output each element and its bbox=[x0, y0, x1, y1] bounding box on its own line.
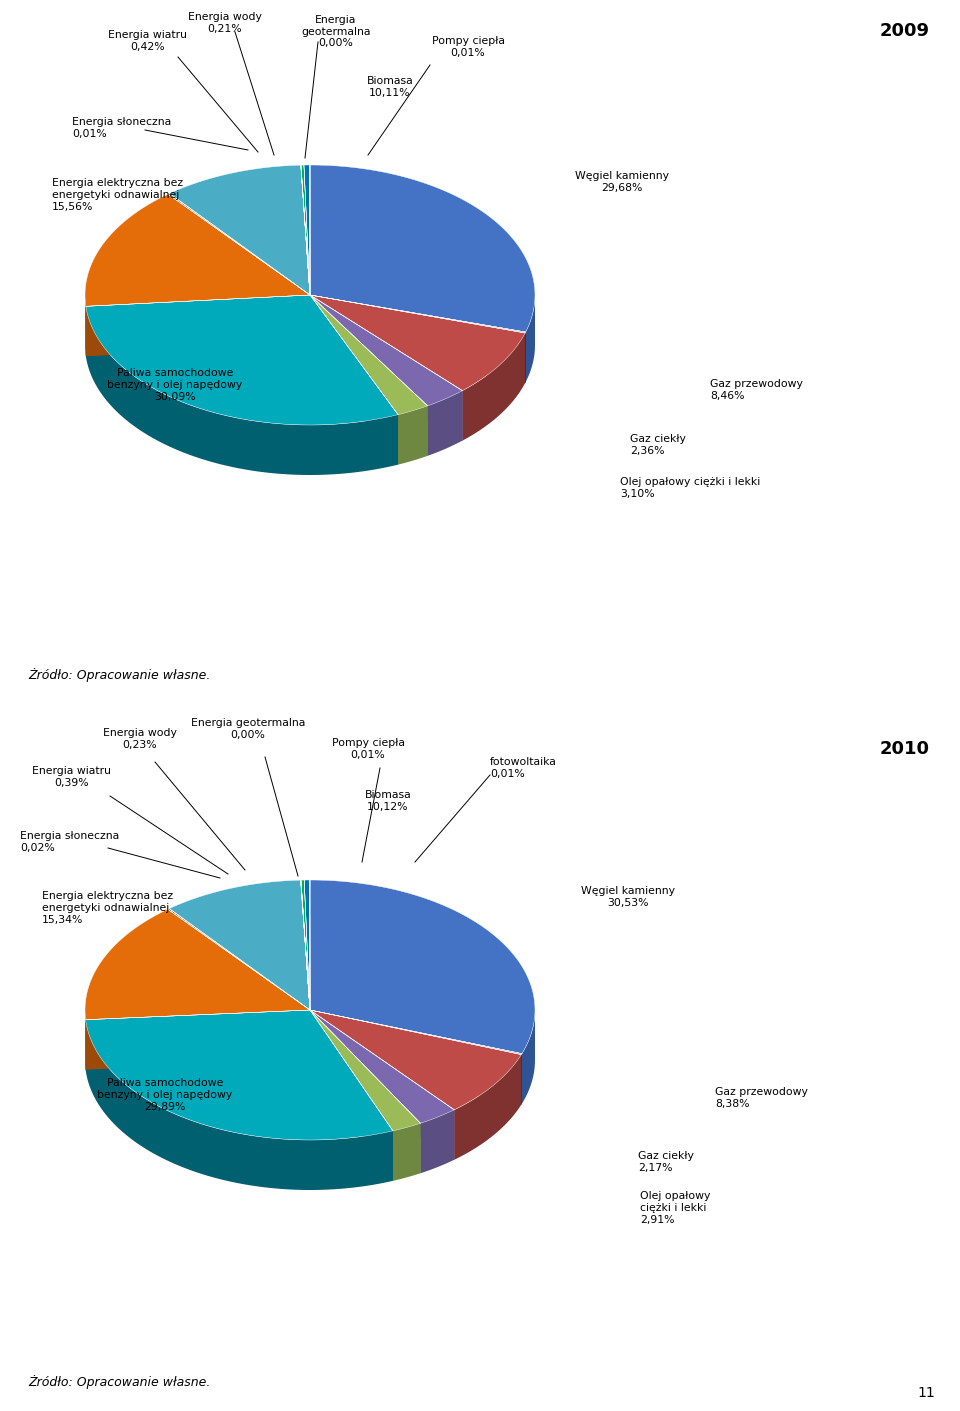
Text: Energia
geotermalna
0,00%: Energia geotermalna 0,00% bbox=[301, 16, 371, 48]
Text: fotowoltaika
0,01%: fotowoltaika 0,01% bbox=[490, 758, 557, 779]
Polygon shape bbox=[310, 1010, 521, 1105]
Text: Energia słoneczna
0,01%: Energia słoneczna 0,01% bbox=[72, 117, 171, 138]
Text: Energia wiatru
0,42%: Energia wiatru 0,42% bbox=[108, 31, 187, 52]
Text: Biomasa
10,12%: Biomasa 10,12% bbox=[365, 790, 412, 811]
Polygon shape bbox=[85, 295, 398, 425]
Polygon shape bbox=[310, 295, 526, 382]
Text: Energia wody
0,23%: Energia wody 0,23% bbox=[103, 728, 177, 751]
Polygon shape bbox=[310, 295, 427, 456]
Polygon shape bbox=[310, 295, 427, 456]
Polygon shape bbox=[85, 1010, 310, 1070]
Polygon shape bbox=[398, 406, 427, 464]
Polygon shape bbox=[310, 880, 535, 1054]
Polygon shape bbox=[310, 295, 463, 406]
Text: Pompy ciepła
0,01%: Pompy ciepła 0,01% bbox=[431, 37, 505, 58]
Polygon shape bbox=[310, 1010, 454, 1160]
Polygon shape bbox=[310, 295, 526, 382]
Polygon shape bbox=[85, 195, 310, 306]
Text: 11: 11 bbox=[917, 1386, 935, 1400]
Polygon shape bbox=[310, 165, 535, 332]
Text: Żródło: Opracowanie własne.: Żródło: Opracowanie własne. bbox=[28, 667, 210, 682]
Polygon shape bbox=[85, 1020, 393, 1189]
Polygon shape bbox=[85, 306, 398, 476]
Polygon shape bbox=[310, 1010, 521, 1105]
Polygon shape bbox=[310, 1010, 522, 1103]
Polygon shape bbox=[301, 880, 310, 1010]
Polygon shape bbox=[310, 295, 427, 415]
Text: Biomasa
10,11%: Biomasa 10,11% bbox=[367, 76, 414, 97]
Polygon shape bbox=[168, 909, 310, 1010]
Text: Gaz przewodowy
8,46%: Gaz przewodowy 8,46% bbox=[710, 380, 803, 401]
Polygon shape bbox=[85, 909, 310, 1020]
Polygon shape bbox=[170, 165, 310, 295]
Text: Paliwa samochodowe
benzyny i olej napędowy
29,89%: Paliwa samochodowe benzyny i olej napędo… bbox=[97, 1078, 232, 1112]
Polygon shape bbox=[85, 295, 310, 357]
Text: Gaz przewodowy
8,38%: Gaz przewodowy 8,38% bbox=[715, 1088, 808, 1109]
Polygon shape bbox=[310, 1010, 420, 1130]
Polygon shape bbox=[310, 1010, 522, 1103]
Polygon shape bbox=[85, 1010, 393, 1140]
Polygon shape bbox=[300, 880, 310, 1010]
Polygon shape bbox=[85, 1010, 310, 1070]
Polygon shape bbox=[300, 880, 310, 1010]
Polygon shape bbox=[310, 295, 463, 440]
Polygon shape bbox=[393, 1123, 420, 1181]
Polygon shape bbox=[310, 295, 525, 391]
Polygon shape bbox=[300, 165, 310, 295]
Polygon shape bbox=[300, 880, 310, 1010]
Text: Gaz ciekły
2,17%: Gaz ciekły 2,17% bbox=[638, 1151, 694, 1173]
Text: Paliwa samochodowe
benzyny i olej napędowy
30,09%: Paliwa samochodowe benzyny i olej napędo… bbox=[108, 368, 243, 402]
Text: Energia elektryczna bez
energetyki odnawialnej
15,56%: Energia elektryczna bez energetyki odnaw… bbox=[52, 178, 183, 212]
Text: Węgiel kamienny
29,68%: Węgiel kamienny 29,68% bbox=[575, 171, 669, 193]
Polygon shape bbox=[169, 880, 310, 1010]
Polygon shape bbox=[310, 1010, 420, 1174]
Polygon shape bbox=[463, 333, 525, 440]
Text: Energia geotermalna
0,00%: Energia geotermalna 0,00% bbox=[191, 718, 305, 739]
Polygon shape bbox=[300, 165, 310, 295]
Polygon shape bbox=[168, 193, 310, 295]
Polygon shape bbox=[310, 1010, 454, 1123]
Polygon shape bbox=[310, 295, 398, 464]
Polygon shape bbox=[526, 295, 535, 382]
Polygon shape bbox=[454, 1054, 521, 1160]
Polygon shape bbox=[310, 1010, 521, 1110]
Polygon shape bbox=[304, 165, 310, 295]
Polygon shape bbox=[310, 1010, 393, 1181]
Text: 2010: 2010 bbox=[880, 739, 930, 758]
Text: Olej opałowy ciężki i lekki
3,10%: Olej opałowy ciężki i lekki 3,10% bbox=[620, 477, 760, 499]
Polygon shape bbox=[310, 1010, 393, 1181]
Polygon shape bbox=[301, 165, 310, 295]
Polygon shape bbox=[310, 1010, 522, 1054]
Polygon shape bbox=[310, 1010, 454, 1160]
Text: Pompy ciepła
0,01%: Pompy ciepła 0,01% bbox=[331, 738, 404, 761]
Text: Żródło: Opracowanie własne.: Żródło: Opracowanie własne. bbox=[28, 1374, 210, 1388]
Polygon shape bbox=[310, 295, 526, 333]
Polygon shape bbox=[310, 295, 398, 464]
Polygon shape bbox=[310, 295, 525, 382]
Text: Energia wody
0,21%: Energia wody 0,21% bbox=[188, 13, 262, 34]
Polygon shape bbox=[310, 295, 463, 440]
Text: Olej opałowy
ciężki i lekki
2,91%: Olej opałowy ciężki i lekki 2,91% bbox=[640, 1191, 710, 1225]
Text: Energia elektryczna bez
energetyki odnawialnej
15,34%: Energia elektryczna bez energetyki odnaw… bbox=[42, 892, 173, 924]
Text: Energia słoneczna
0,02%: Energia słoneczna 0,02% bbox=[20, 831, 119, 852]
Text: Węgiel kamienny
30,53%: Węgiel kamienny 30,53% bbox=[581, 886, 675, 907]
Polygon shape bbox=[522, 1010, 535, 1103]
Polygon shape bbox=[85, 295, 310, 357]
Polygon shape bbox=[310, 295, 525, 382]
Polygon shape bbox=[304, 880, 310, 1010]
Text: Energia wiatru
0,39%: Energia wiatru 0,39% bbox=[33, 766, 111, 787]
Text: 2009: 2009 bbox=[880, 23, 930, 40]
Polygon shape bbox=[427, 391, 463, 456]
Polygon shape bbox=[310, 1010, 420, 1174]
Polygon shape bbox=[420, 1110, 454, 1174]
Text: Gaz ciekły
2,36%: Gaz ciekły 2,36% bbox=[630, 435, 685, 456]
